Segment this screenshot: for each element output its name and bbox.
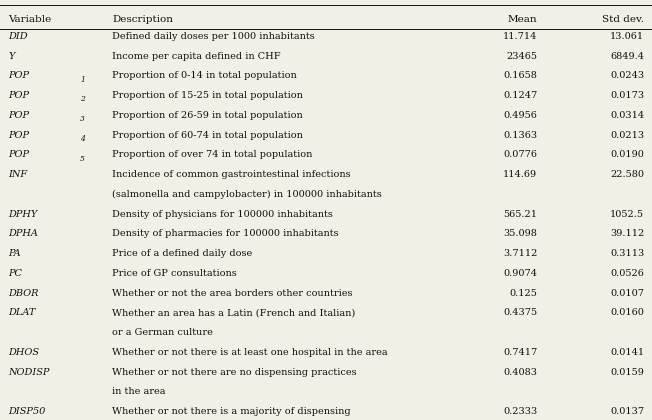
Text: Proportion of 15-25 in total population: Proportion of 15-25 in total population	[112, 91, 303, 100]
Text: 0.125: 0.125	[509, 289, 537, 297]
Text: Whether or not there are no dispensing practices: Whether or not there are no dispensing p…	[112, 368, 357, 376]
Text: NODISP: NODISP	[8, 368, 50, 376]
Text: 1: 1	[80, 76, 85, 84]
Text: Density of pharmacies for 100000 inhabitants: Density of pharmacies for 100000 inhabit…	[112, 229, 339, 238]
Text: 4: 4	[80, 135, 85, 143]
Text: 0.0137: 0.0137	[610, 407, 644, 416]
Text: 3: 3	[80, 115, 85, 123]
Text: 0.4083: 0.4083	[503, 368, 537, 376]
Text: 3.7112: 3.7112	[503, 249, 537, 258]
Text: Price of a defined daily dose: Price of a defined daily dose	[112, 249, 252, 258]
Text: 0.0314: 0.0314	[610, 111, 644, 120]
Text: 0.2333: 0.2333	[503, 407, 537, 416]
Text: 5: 5	[80, 155, 85, 163]
Text: Incidence of common gastrointestinal infections: Incidence of common gastrointestinal inf…	[112, 170, 351, 179]
Text: POP: POP	[8, 111, 29, 120]
Text: POP: POP	[8, 71, 29, 80]
Text: 0.0526: 0.0526	[610, 269, 644, 278]
Text: 0.0213: 0.0213	[610, 131, 644, 139]
Text: 0.0190: 0.0190	[610, 150, 644, 159]
Text: 1052.5: 1052.5	[610, 210, 644, 218]
Text: (salmonella and campylobacter) in 100000 inhabitants: (salmonella and campylobacter) in 100000…	[112, 190, 382, 199]
Text: 0.0243: 0.0243	[610, 71, 644, 80]
Text: 22.580: 22.580	[610, 170, 644, 179]
Text: Income per capita defined in CHF: Income per capita defined in CHF	[112, 52, 281, 60]
Text: DISP50: DISP50	[8, 407, 46, 416]
Text: in the area: in the area	[112, 387, 166, 396]
Text: Whether or not the area borders other countries: Whether or not the area borders other co…	[112, 289, 353, 297]
Text: 6849.4: 6849.4	[610, 52, 644, 60]
Text: Whether or not there is a majority of dispensing: Whether or not there is a majority of di…	[112, 407, 351, 416]
Text: 0.0160: 0.0160	[610, 308, 644, 317]
Text: 0.4956: 0.4956	[503, 111, 537, 120]
Text: Std dev.: Std dev.	[602, 15, 644, 24]
Text: 0.1658: 0.1658	[503, 71, 537, 80]
Text: 0.0173: 0.0173	[610, 91, 644, 100]
Text: Proportion of 60-74 in total population: Proportion of 60-74 in total population	[112, 131, 303, 139]
Text: DPHA: DPHA	[8, 229, 38, 238]
Text: 0.0159: 0.0159	[610, 368, 644, 376]
Text: 0.3113: 0.3113	[610, 249, 644, 258]
Text: POP: POP	[8, 91, 29, 100]
Text: 0.9074: 0.9074	[503, 269, 537, 278]
Text: DHOS: DHOS	[8, 348, 40, 357]
Text: 0.0107: 0.0107	[610, 289, 644, 297]
Text: Proportion of over 74 in total population: Proportion of over 74 in total populatio…	[112, 150, 312, 159]
Text: Mean: Mean	[508, 15, 537, 24]
Text: 0.4375: 0.4375	[503, 308, 537, 317]
Text: Y: Y	[8, 52, 15, 60]
Text: DLAT: DLAT	[8, 308, 36, 317]
Text: Density of physicians for 100000 inhabitants: Density of physicians for 100000 inhabit…	[112, 210, 333, 218]
Text: Proportion of 26-59 in total population: Proportion of 26-59 in total population	[112, 111, 303, 120]
Text: 11.714: 11.714	[503, 32, 537, 41]
Text: Variable: Variable	[8, 15, 52, 24]
Text: PC: PC	[8, 269, 22, 278]
Text: PA: PA	[8, 249, 21, 258]
Text: DBOR: DBOR	[8, 289, 39, 297]
Text: or a German culture: or a German culture	[112, 328, 213, 337]
Text: 2: 2	[80, 95, 85, 103]
Text: 0.0776: 0.0776	[503, 150, 537, 159]
Text: 0.7417: 0.7417	[503, 348, 537, 357]
Text: INF: INF	[8, 170, 27, 179]
Text: DPHY: DPHY	[8, 210, 38, 218]
Text: POP: POP	[8, 150, 29, 159]
Text: 23465: 23465	[506, 52, 537, 60]
Text: Price of GP consultations: Price of GP consultations	[112, 269, 237, 278]
Text: Defined daily doses per 1000 inhabitants: Defined daily doses per 1000 inhabitants	[112, 32, 315, 41]
Text: 0.1247: 0.1247	[503, 91, 537, 100]
Text: Proportion of 0-14 in total population: Proportion of 0-14 in total population	[112, 71, 297, 80]
Text: 0.1363: 0.1363	[503, 131, 537, 139]
Text: Description: Description	[112, 15, 173, 24]
Text: Whether an area has a Latin (French and Italian): Whether an area has a Latin (French and …	[112, 308, 355, 317]
Text: 565.21: 565.21	[503, 210, 537, 218]
Text: 39.112: 39.112	[610, 229, 644, 238]
Text: 35.098: 35.098	[503, 229, 537, 238]
Text: POP: POP	[8, 131, 29, 139]
Text: 13.061: 13.061	[610, 32, 644, 41]
Text: DID: DID	[8, 32, 28, 41]
Text: 0.0141: 0.0141	[610, 348, 644, 357]
Text: 114.69: 114.69	[503, 170, 537, 179]
Text: Whether or not there is at least one hospital in the area: Whether or not there is at least one hos…	[112, 348, 388, 357]
